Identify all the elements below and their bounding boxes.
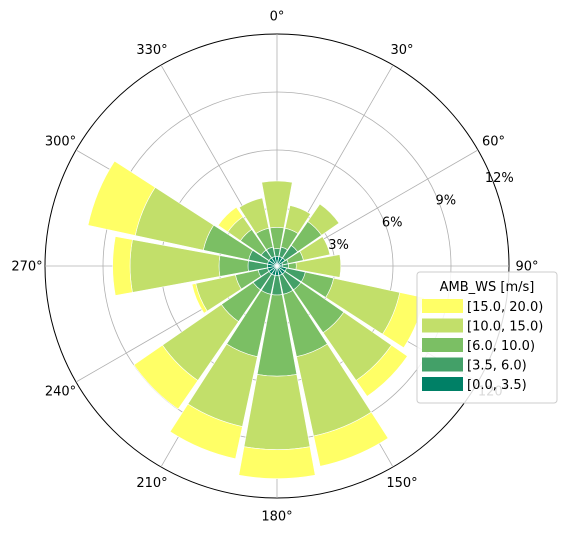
legend-title: AMB_WS [m/s]	[440, 280, 535, 295]
wind-rose-bars	[87, 160, 425, 479]
wind-rose-bar	[355, 344, 408, 397]
radial-tick-label: 6%	[382, 216, 403, 231]
legend-swatch	[422, 357, 463, 372]
angle-tick-label: 330°	[136, 43, 167, 58]
wind-rose-bar	[238, 446, 316, 479]
wind-rose-bar	[112, 236, 133, 296]
angle-tick-label: 0°	[270, 10, 285, 25]
legend-swatch	[422, 318, 463, 333]
legend-label: [0.0, 3.5)	[467, 378, 527, 393]
wind-rose-bar	[307, 203, 340, 236]
angle-tick-label: 150°	[386, 476, 417, 491]
wind-rose-bar	[169, 403, 243, 460]
wind-rose-bar	[191, 283, 208, 314]
legend-swatch	[422, 377, 463, 391]
wind-rose-bar	[284, 205, 311, 234]
wind-rose-bar	[217, 206, 244, 233]
legend-swatch	[422, 299, 463, 313]
radial-tick-label: 12%	[485, 171, 514, 186]
legend-swatch	[422, 338, 463, 352]
wind-rose-bar	[133, 344, 199, 410]
wind-rose-bar	[313, 411, 389, 467]
radial-tick-label: 9%	[435, 193, 456, 208]
wind-rose-bar	[87, 160, 156, 236]
legend-label: [15.0, 20.0)	[467, 300, 543, 315]
angle-tick-label: 240°	[45, 385, 76, 400]
wind-rose-bar	[238, 197, 270, 234]
angle-tick-label: 300°	[45, 135, 76, 150]
angle-tick-label: 30°	[390, 43, 413, 58]
wind-rose-bar	[299, 236, 331, 261]
angle-tick-label: 270°	[11, 260, 42, 275]
legend-label: [6.0, 10.0)	[467, 339, 535, 354]
legend-label: [10.0, 15.0)	[467, 320, 543, 335]
angle-tick-label: 60°	[482, 135, 505, 150]
legend: AMB_WS [m/s] [15.0, 20.0) [10.0, 15.0) [6.0…	[416, 271, 558, 404]
wind-rose-bar	[261, 180, 293, 229]
legend-label: [3.5, 6.0)	[467, 359, 527, 374]
angle-tick-label: 180°	[261, 510, 292, 525]
angle-tick-label: 90°	[515, 260, 538, 275]
angle-tick-label: 210°	[136, 476, 167, 491]
radial-tick-label: 3%	[328, 238, 349, 253]
wind-rose-bar	[295, 254, 342, 278]
